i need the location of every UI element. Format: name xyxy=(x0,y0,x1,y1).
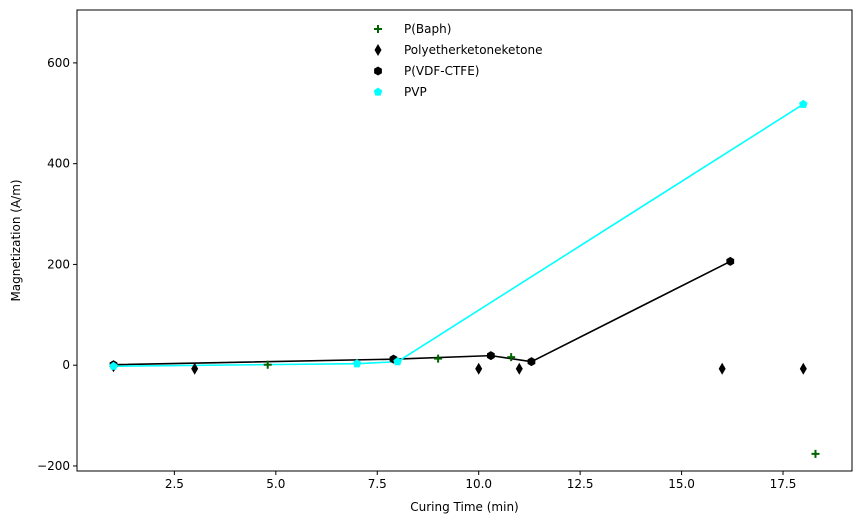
legend-label-p-baph: P(Baph) xyxy=(404,22,451,36)
legend-label-p-vdf-ctfe: P(VDF-CTFE) xyxy=(404,64,479,78)
x-tick-label: 10.0 xyxy=(465,477,492,491)
y-tick-label: 200 xyxy=(47,257,70,271)
legend-marker-p-baph xyxy=(374,25,382,33)
data-point-p-vdf-ctfe xyxy=(486,351,495,361)
legend-label-pvp: PVP xyxy=(404,85,427,99)
data-point-pvp xyxy=(352,359,362,368)
data-point-polyetherketoneketone xyxy=(191,362,199,375)
y-tick-label: −200 xyxy=(37,459,70,473)
data-point-p-vdf-ctfe xyxy=(726,256,735,266)
data-point-pvp xyxy=(109,361,118,370)
legend-marker-pvp xyxy=(373,87,383,96)
x-tick-label: 5.0 xyxy=(266,477,285,491)
y-tick-label: 600 xyxy=(47,56,70,70)
x-tick-label: 12.5 xyxy=(567,477,594,491)
x-axis-label: Curing Time (min) xyxy=(410,500,518,514)
legend-label-polyetherketoneketone: Polyetherketoneketone xyxy=(404,43,542,57)
data-point-p-baph xyxy=(507,353,516,362)
data-point-polyetherketoneketone xyxy=(475,362,483,375)
series-lines xyxy=(113,103,804,368)
x-tick-label: 17.5 xyxy=(770,477,797,491)
legend-marker-p-vdf-ctfe xyxy=(374,66,382,76)
y-axis: −200 0 200 400 600 xyxy=(37,56,77,473)
x-axis: 2.5 5.0 7.5 10.0 12.5 15.0 17.5 xyxy=(165,471,797,491)
x-tick-label: 15.0 xyxy=(668,477,695,491)
plot-area-frame xyxy=(76,9,853,472)
data-point-p-vdf-ctfe xyxy=(527,357,536,367)
data-point-pvp xyxy=(799,99,808,108)
series-line-p-vdf-ctfe xyxy=(113,260,731,366)
data-point-polyetherketoneketone xyxy=(718,362,726,375)
data-point-p-baph xyxy=(811,449,820,458)
data-point-p-baph xyxy=(263,360,272,369)
data-point-polyetherketoneketone xyxy=(515,362,523,375)
x-tick-label: 2.5 xyxy=(165,477,184,491)
x-tick-label: 7.5 xyxy=(368,477,387,491)
y-tick-label: 0 xyxy=(62,358,70,372)
data-point-polyetherketoneketone xyxy=(799,362,807,375)
y-axis-label: Magnetization (A/m) xyxy=(9,179,23,301)
series-line-pvp xyxy=(113,103,804,368)
legend-marker-polyetherketoneketone xyxy=(374,44,382,56)
legend: P(Baph) Polyetherketoneketone P(VDF-CTFE) P… xyxy=(373,22,542,99)
data-point-pvp xyxy=(393,357,402,366)
y-tick-label: 400 xyxy=(47,157,70,171)
data-point-p-baph xyxy=(434,354,443,363)
series-markers xyxy=(109,99,820,458)
